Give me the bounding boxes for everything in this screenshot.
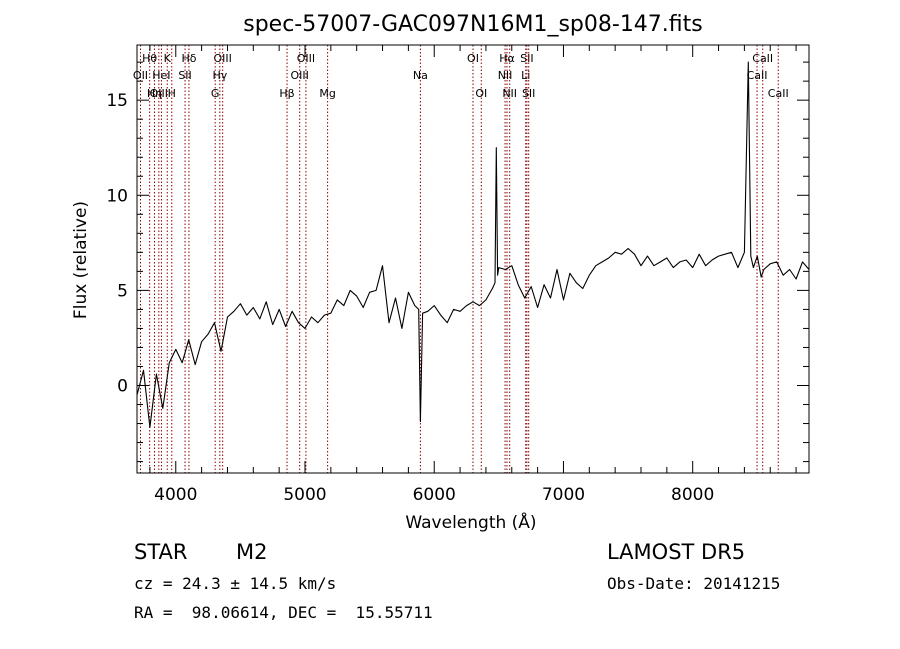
y-tick-label: 0: [117, 376, 128, 396]
spectral-line-label: HeI: [152, 69, 170, 82]
spectral-line-label: H: [168, 87, 176, 100]
spectral-line-label: Hδ: [181, 52, 196, 65]
spectral-line-label: OI: [475, 87, 487, 100]
object-subclass: M2: [236, 540, 268, 564]
spectral-line-label: NII: [498, 69, 513, 82]
spectral-line-label: SII: [520, 52, 533, 65]
chart-title: spec-57007-GAC097N16M1_sp08-147.fits: [243, 12, 703, 37]
spectral-line-label: Li: [521, 69, 530, 82]
x-tick-label: 5000: [283, 485, 326, 505]
x-tick-label: 4000: [154, 485, 197, 505]
spectral-line-label: OIII: [297, 52, 315, 65]
x-tick-label: 7000: [542, 485, 585, 505]
spectral-line-label: OIII: [150, 87, 168, 100]
spectral-line-label: OI: [467, 52, 479, 65]
spectrum-line: [136, 61, 810, 428]
spectral-line-label: OIII: [213, 52, 231, 65]
y-axis-label: Flux (relative): [71, 201, 91, 319]
spectral-line-label: CaII: [768, 87, 789, 100]
y-tick-label: 10: [106, 186, 128, 206]
plot-frame: [136, 44, 810, 474]
spectral-line-label: CaII: [752, 52, 773, 65]
x-tick-label: 6000: [413, 485, 456, 505]
spectral-line-label: CaII: [747, 69, 768, 82]
survey-name: LAMOST DR5: [607, 540, 746, 564]
redshift-velocity: cz = 24.3 ± 14.5 km/s: [134, 574, 337, 593]
object-class: STAR: [134, 540, 188, 564]
spectral-line-label: OIII: [291, 69, 309, 82]
x-axis-label: Wavelength (Å): [405, 511, 536, 533]
spectral-line-label: Hη: [147, 87, 162, 100]
spectrum-series: [136, 61, 810, 428]
spectral-line-label: OII: [133, 69, 148, 82]
spectral-line-label: Mg: [319, 87, 335, 100]
spectral-line-label: SII: [178, 69, 191, 82]
sky-coordinates: RA = 98.06614, DEC = 15.55711: [134, 603, 433, 622]
spectral-line-label: Hθ: [142, 52, 157, 65]
y-tick-label: 15: [106, 91, 128, 111]
spectral-line-label: G: [211, 87, 220, 100]
spectral-line-label: SII: [522, 87, 535, 100]
spectral-line-label: Hα: [499, 52, 515, 65]
spectral-line-label: K: [164, 52, 172, 65]
axes: 4000 5000 6000 7000 8000 0 5 10 15: [106, 45, 809, 505]
spectral-line-label: Hβ: [279, 87, 294, 100]
spectral-line-label: NII: [502, 87, 517, 100]
y-tick-label: 5: [117, 281, 128, 301]
observation-date: Obs-Date: 20141215: [607, 574, 781, 593]
spectral-line-label: Na: [413, 69, 428, 82]
x-tick-label: 8000: [671, 485, 714, 505]
spectral-line-label: Hγ: [212, 69, 227, 82]
